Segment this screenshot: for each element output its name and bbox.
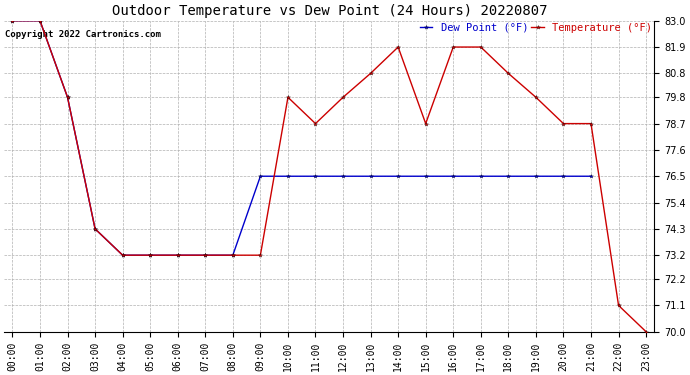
Dew Point (°F) [587,174,595,178]
Dew Point (°F) [8,18,17,23]
Temperature (°F) [477,45,485,49]
Temperature (°F) [256,253,264,257]
Temperature (°F) [91,226,99,231]
Temperature (°F) [614,303,622,307]
Dew Point (°F) [201,253,210,257]
Temperature (°F) [228,253,237,257]
Dew Point (°F) [63,95,72,99]
Dew Point (°F) [228,253,237,257]
Temperature (°F) [8,18,17,23]
Temperature (°F) [36,18,44,23]
Temperature (°F) [63,95,72,99]
Temperature (°F) [394,45,402,49]
Dew Point (°F) [284,174,292,178]
Temperature (°F) [449,45,457,49]
Dew Point (°F) [504,174,513,178]
Temperature (°F) [146,253,155,257]
Dew Point (°F) [394,174,402,178]
Legend: Dew Point (°F), Temperature (°F): Dew Point (°F), Temperature (°F) [420,23,652,33]
Text: Copyright 2022 Cartronics.com: Copyright 2022 Cartronics.com [5,30,161,39]
Dew Point (°F) [36,18,44,23]
Temperature (°F) [422,122,430,126]
Dew Point (°F) [532,174,540,178]
Dew Point (°F) [339,174,347,178]
Dew Point (°F) [91,226,99,231]
Temperature (°F) [119,253,127,257]
Temperature (°F) [504,71,513,76]
Dew Point (°F) [119,253,127,257]
Temperature (°F) [560,122,568,126]
Dew Point (°F) [422,174,430,178]
Temperature (°F) [366,71,375,76]
Dew Point (°F) [311,174,319,178]
Temperature (°F) [339,95,347,99]
Temperature (°F) [532,95,540,99]
Temperature (°F) [642,330,650,334]
Temperature (°F) [587,122,595,126]
Temperature (°F) [174,253,182,257]
Temperature (°F) [284,95,292,99]
Dew Point (°F) [366,174,375,178]
Dew Point (°F) [146,253,155,257]
Title: Outdoor Temperature vs Dew Point (24 Hours) 20220807: Outdoor Temperature vs Dew Point (24 Hou… [112,4,547,18]
Dew Point (°F) [449,174,457,178]
Dew Point (°F) [174,253,182,257]
Temperature (°F) [311,122,319,126]
Dew Point (°F) [256,174,264,178]
Dew Point (°F) [477,174,485,178]
Dew Point (°F) [560,174,568,178]
Line: Dew Point (°F): Dew Point (°F) [10,19,593,257]
Line: Temperature (°F): Temperature (°F) [10,19,648,334]
Temperature (°F) [201,253,210,257]
